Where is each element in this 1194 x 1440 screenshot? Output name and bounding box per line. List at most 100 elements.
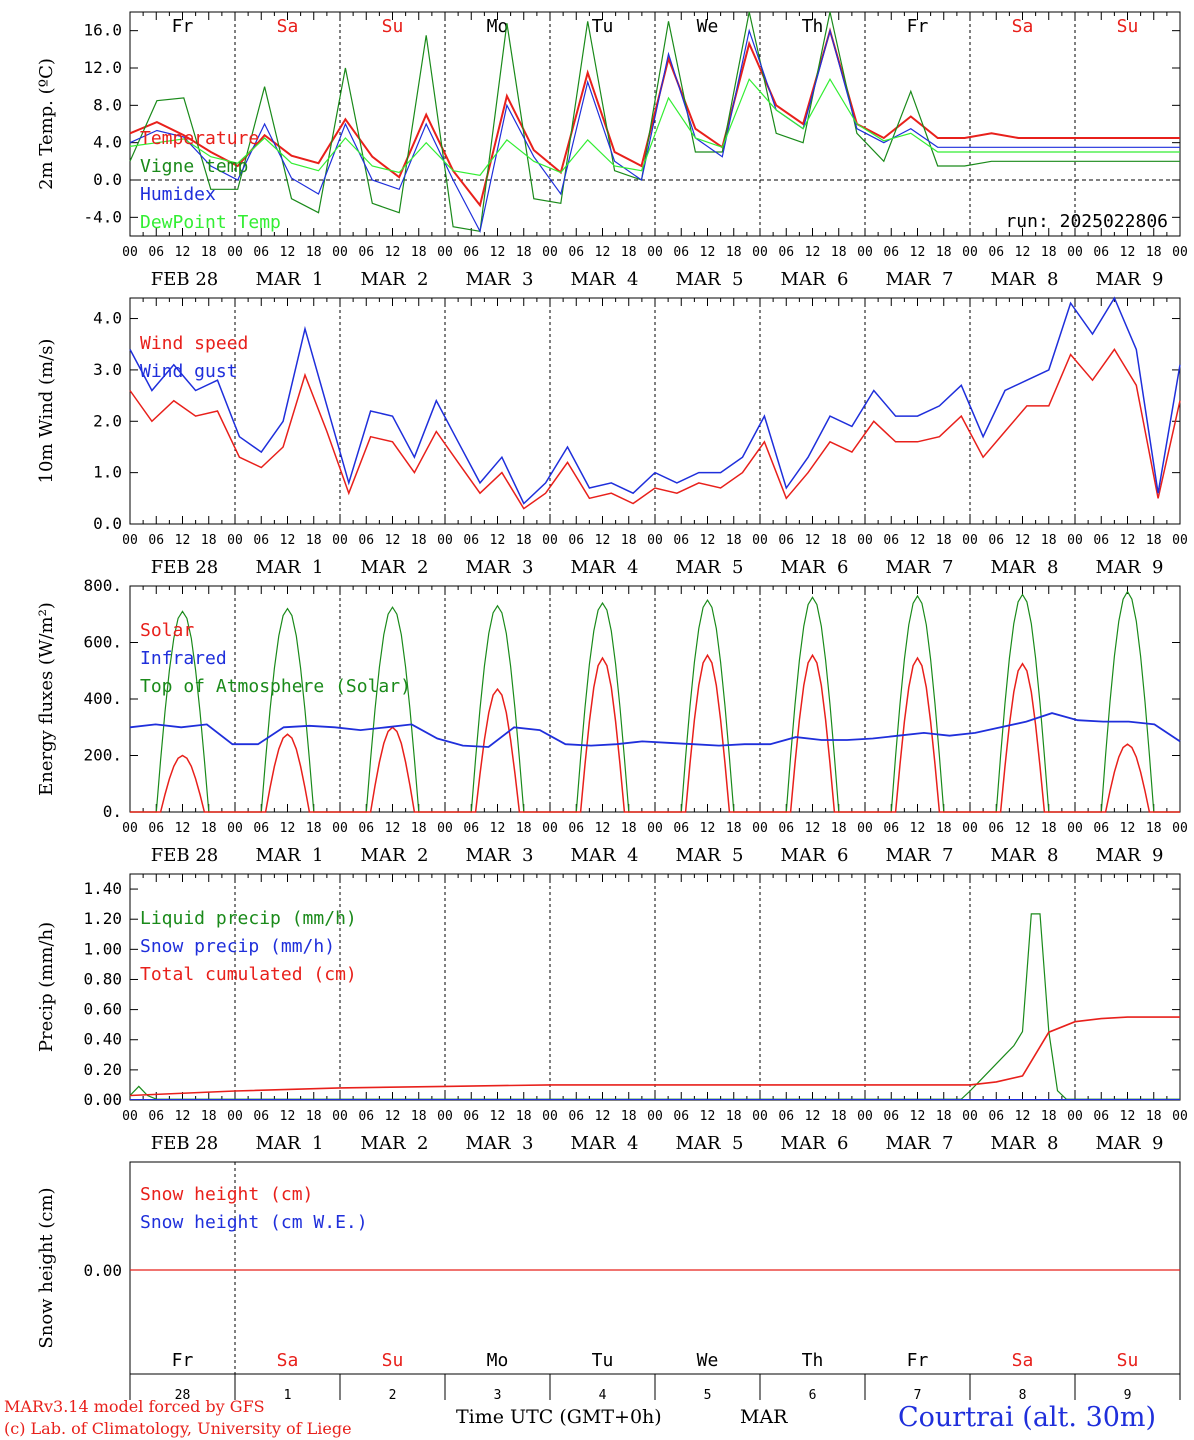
- date-label: MAR 1: [256, 557, 324, 578]
- hour-label: 12: [1120, 533, 1136, 548]
- series-dewpoint-temp: [129, 77, 1180, 176]
- date-label: FEB 28: [151, 845, 218, 866]
- hour-label: 06: [463, 821, 479, 836]
- legend-infrared: Infrared: [140, 648, 227, 669]
- hour-label: 18: [936, 533, 952, 548]
- hour-label: 12: [595, 1109, 611, 1124]
- y-tick-label: 1.40: [83, 879, 122, 898]
- hour-label: 12: [175, 821, 191, 836]
- hour-label: 18: [516, 245, 532, 260]
- hour-label: 00: [542, 533, 558, 548]
- hour-label: 06: [883, 533, 899, 548]
- hour-label: 00: [1172, 821, 1188, 836]
- hour-label: 00: [227, 533, 243, 548]
- hour-label: 00: [962, 1109, 978, 1124]
- date-label: MAR 8: [991, 1133, 1059, 1154]
- hour-label: 18: [411, 533, 427, 548]
- hour-label: 18: [201, 1109, 217, 1124]
- hour-label: 06: [778, 821, 794, 836]
- hour-label: 12: [595, 821, 611, 836]
- legend-total-cumulated-cm-: Total cumulated (cm): [140, 964, 357, 985]
- hour-label: 06: [988, 821, 1004, 836]
- hour-label: 06: [463, 1109, 479, 1124]
- hour-label: 00: [752, 245, 768, 260]
- hour-label: 06: [673, 533, 689, 548]
- hour-label: 06: [148, 821, 164, 836]
- hour-label: 18: [1146, 821, 1162, 836]
- hour-label: 18: [726, 245, 742, 260]
- hour-label: 18: [1146, 245, 1162, 260]
- hour-label: 00: [227, 1109, 243, 1124]
- date-label: FEB 28: [151, 557, 218, 578]
- hour-label: 18: [306, 533, 322, 548]
- series-humidex: [129, 28, 1180, 234]
- y-tick-label: 200.: [83, 746, 122, 765]
- bottom-day-number: 8: [1019, 1388, 1027, 1403]
- hour-label: 18: [831, 821, 847, 836]
- hour-label: 00: [962, 821, 978, 836]
- hour-label: 18: [201, 533, 217, 548]
- hour-label: 00: [122, 1109, 138, 1124]
- bottom-day-label: Fr: [172, 1350, 194, 1371]
- y-tick-label: 0.0: [93, 514, 122, 533]
- hour-label: 00: [647, 821, 663, 836]
- hour-label: 18: [936, 1109, 952, 1124]
- hour-label: 12: [700, 245, 716, 260]
- date-label: MAR 9: [1096, 269, 1164, 290]
- hour-label: 18: [201, 245, 217, 260]
- hour-label: 06: [778, 245, 794, 260]
- hour-label: 00: [437, 821, 453, 836]
- hour-label: 12: [805, 533, 821, 548]
- date-label: MAR 2: [361, 845, 429, 866]
- hour-label: 00: [647, 533, 663, 548]
- legend-dewpoint-temp: DewPoint Temp: [140, 212, 281, 233]
- hour-label: 12: [805, 1109, 821, 1124]
- date-label: MAR 8: [991, 845, 1059, 866]
- date-label: MAR 4: [571, 269, 639, 290]
- hour-label: 06: [988, 1109, 1004, 1124]
- hour-label: 18: [306, 821, 322, 836]
- hour-label: 00: [857, 245, 873, 260]
- hour-label: 06: [568, 533, 584, 548]
- hour-label: 00: [962, 533, 978, 548]
- hour-label: 12: [490, 533, 506, 548]
- day-label: Tu: [592, 16, 614, 37]
- bottom-day-number: 5: [704, 1388, 712, 1403]
- bottom-day-number: 7: [914, 1388, 922, 1403]
- hour-label: 00: [542, 821, 558, 836]
- date-label: MAR 4: [571, 845, 639, 866]
- date-label: MAR 6: [781, 845, 849, 866]
- bottom-day-number: 1: [284, 1388, 292, 1403]
- hour-label: 00: [1172, 245, 1188, 260]
- hour-label: 00: [857, 1109, 873, 1124]
- hour-label: 06: [883, 245, 899, 260]
- hour-label: 12: [490, 821, 506, 836]
- hour-label: 00: [227, 821, 243, 836]
- hour-label: 18: [936, 821, 952, 836]
- hour-label: 00: [122, 533, 138, 548]
- date-label: MAR 4: [571, 1133, 639, 1154]
- date-label: FEB 28: [151, 269, 218, 290]
- hour-label: 06: [463, 533, 479, 548]
- y-axis-label: Precip (mm/h): [36, 922, 57, 1052]
- lab-credit-line: (c) Lab. of Climatology, University of L…: [4, 1419, 352, 1438]
- hour-label: 00: [752, 821, 768, 836]
- hour-label: 18: [411, 1109, 427, 1124]
- bottom-day-number: 28: [175, 1388, 191, 1403]
- hour-label: 12: [1015, 245, 1031, 260]
- hour-label: 06: [253, 1109, 269, 1124]
- location-label: Courtrai (alt. 30m): [898, 1402, 1157, 1433]
- date-label: MAR 9: [1096, 845, 1164, 866]
- hour-label: 06: [253, 245, 269, 260]
- y-tick-label: 12.0: [83, 58, 122, 77]
- date-label: MAR 2: [361, 557, 429, 578]
- hour-label: 00: [332, 1109, 348, 1124]
- y-tick-label: 600.: [83, 633, 122, 652]
- hour-label: 12: [805, 245, 821, 260]
- legend-snow-height-cm-: Snow height (cm): [140, 1184, 313, 1205]
- day-label: Mo: [487, 16, 509, 37]
- series-wind-gust: [129, 296, 1181, 505]
- hour-label: 00: [1067, 533, 1083, 548]
- hour-label: 18: [621, 533, 637, 548]
- hour-label: 06: [358, 533, 374, 548]
